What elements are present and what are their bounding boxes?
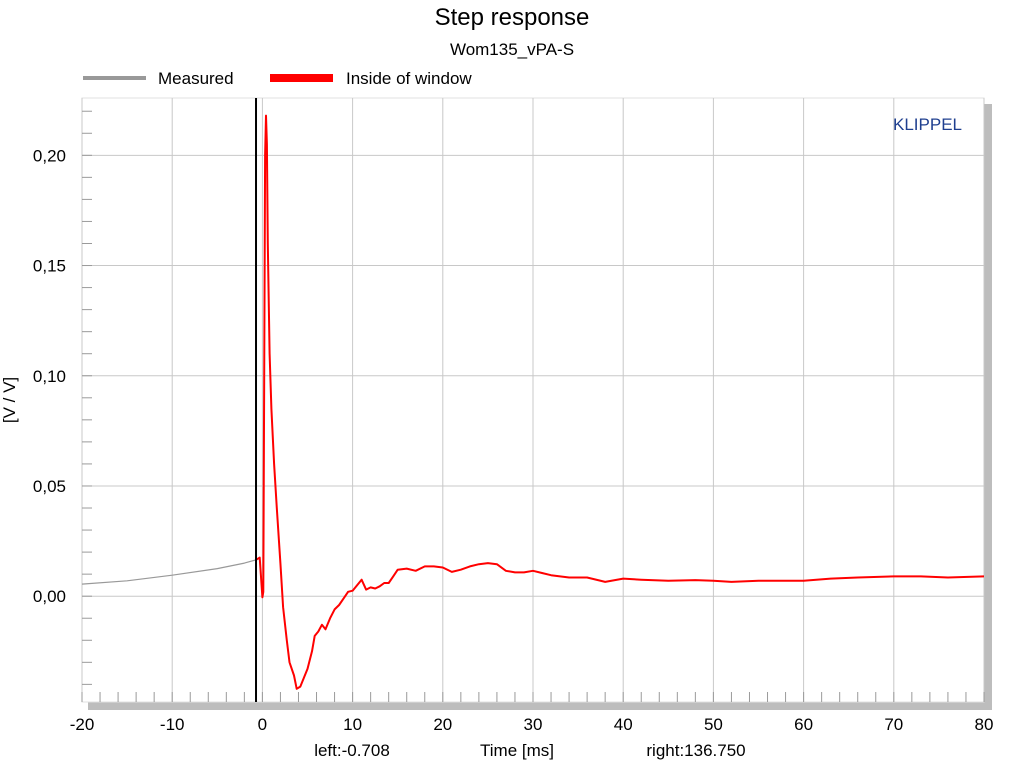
x-axis-label: Time [ms]: [480, 741, 554, 760]
chart-title: Step response: [435, 4, 590, 31]
x-tick-label: 80: [975, 715, 994, 734]
series-layer: [81, 114, 985, 690]
x-tick-labels: -20 -10 0 10 20 30 40 50 60 70 80: [70, 715, 994, 734]
y-tick-label: 0,10: [33, 367, 66, 386]
x-tick-label: -10: [160, 715, 185, 734]
brand-label: KLIPPEL: [893, 115, 962, 134]
y-tick-labels: 0,00 0,05 0,10 0,15 0,20: [33, 146, 66, 606]
x-tick-label: 10: [343, 715, 362, 734]
legend-label-inside-window: Inside of window: [346, 69, 472, 88]
legend: Measured Inside of window: [83, 69, 472, 88]
y-tick-label: 0,05: [33, 477, 66, 496]
y-tick-label: 0,15: [33, 257, 66, 276]
y-axis-label: [V / V]: [0, 377, 19, 423]
y-tick-label: 0,00: [33, 587, 66, 606]
x-tick-label: 40: [614, 715, 633, 734]
chart-subtitle: Wom135_vPA-S: [450, 40, 574, 59]
x-tick-label: 60: [794, 715, 813, 734]
series-line-inside-window: [255, 114, 985, 690]
grid: [81, 98, 985, 702]
legend-label-measured: Measured: [158, 69, 234, 88]
series-line-measured: [81, 559, 257, 585]
x-tick-label: -20: [70, 715, 95, 734]
x-tick-label: 70: [884, 715, 903, 734]
x-tick-label: 50: [704, 715, 723, 734]
minor-ticks: [81, 110, 985, 702]
left-window-readout: left:-0.708: [314, 741, 390, 760]
right-window-readout: right:136.750: [646, 741, 745, 760]
x-tick-label: 20: [433, 715, 452, 734]
y-tick-label: 0,20: [33, 146, 66, 165]
x-tick-label: 30: [524, 715, 543, 734]
x-tick-label: 0: [258, 715, 267, 734]
